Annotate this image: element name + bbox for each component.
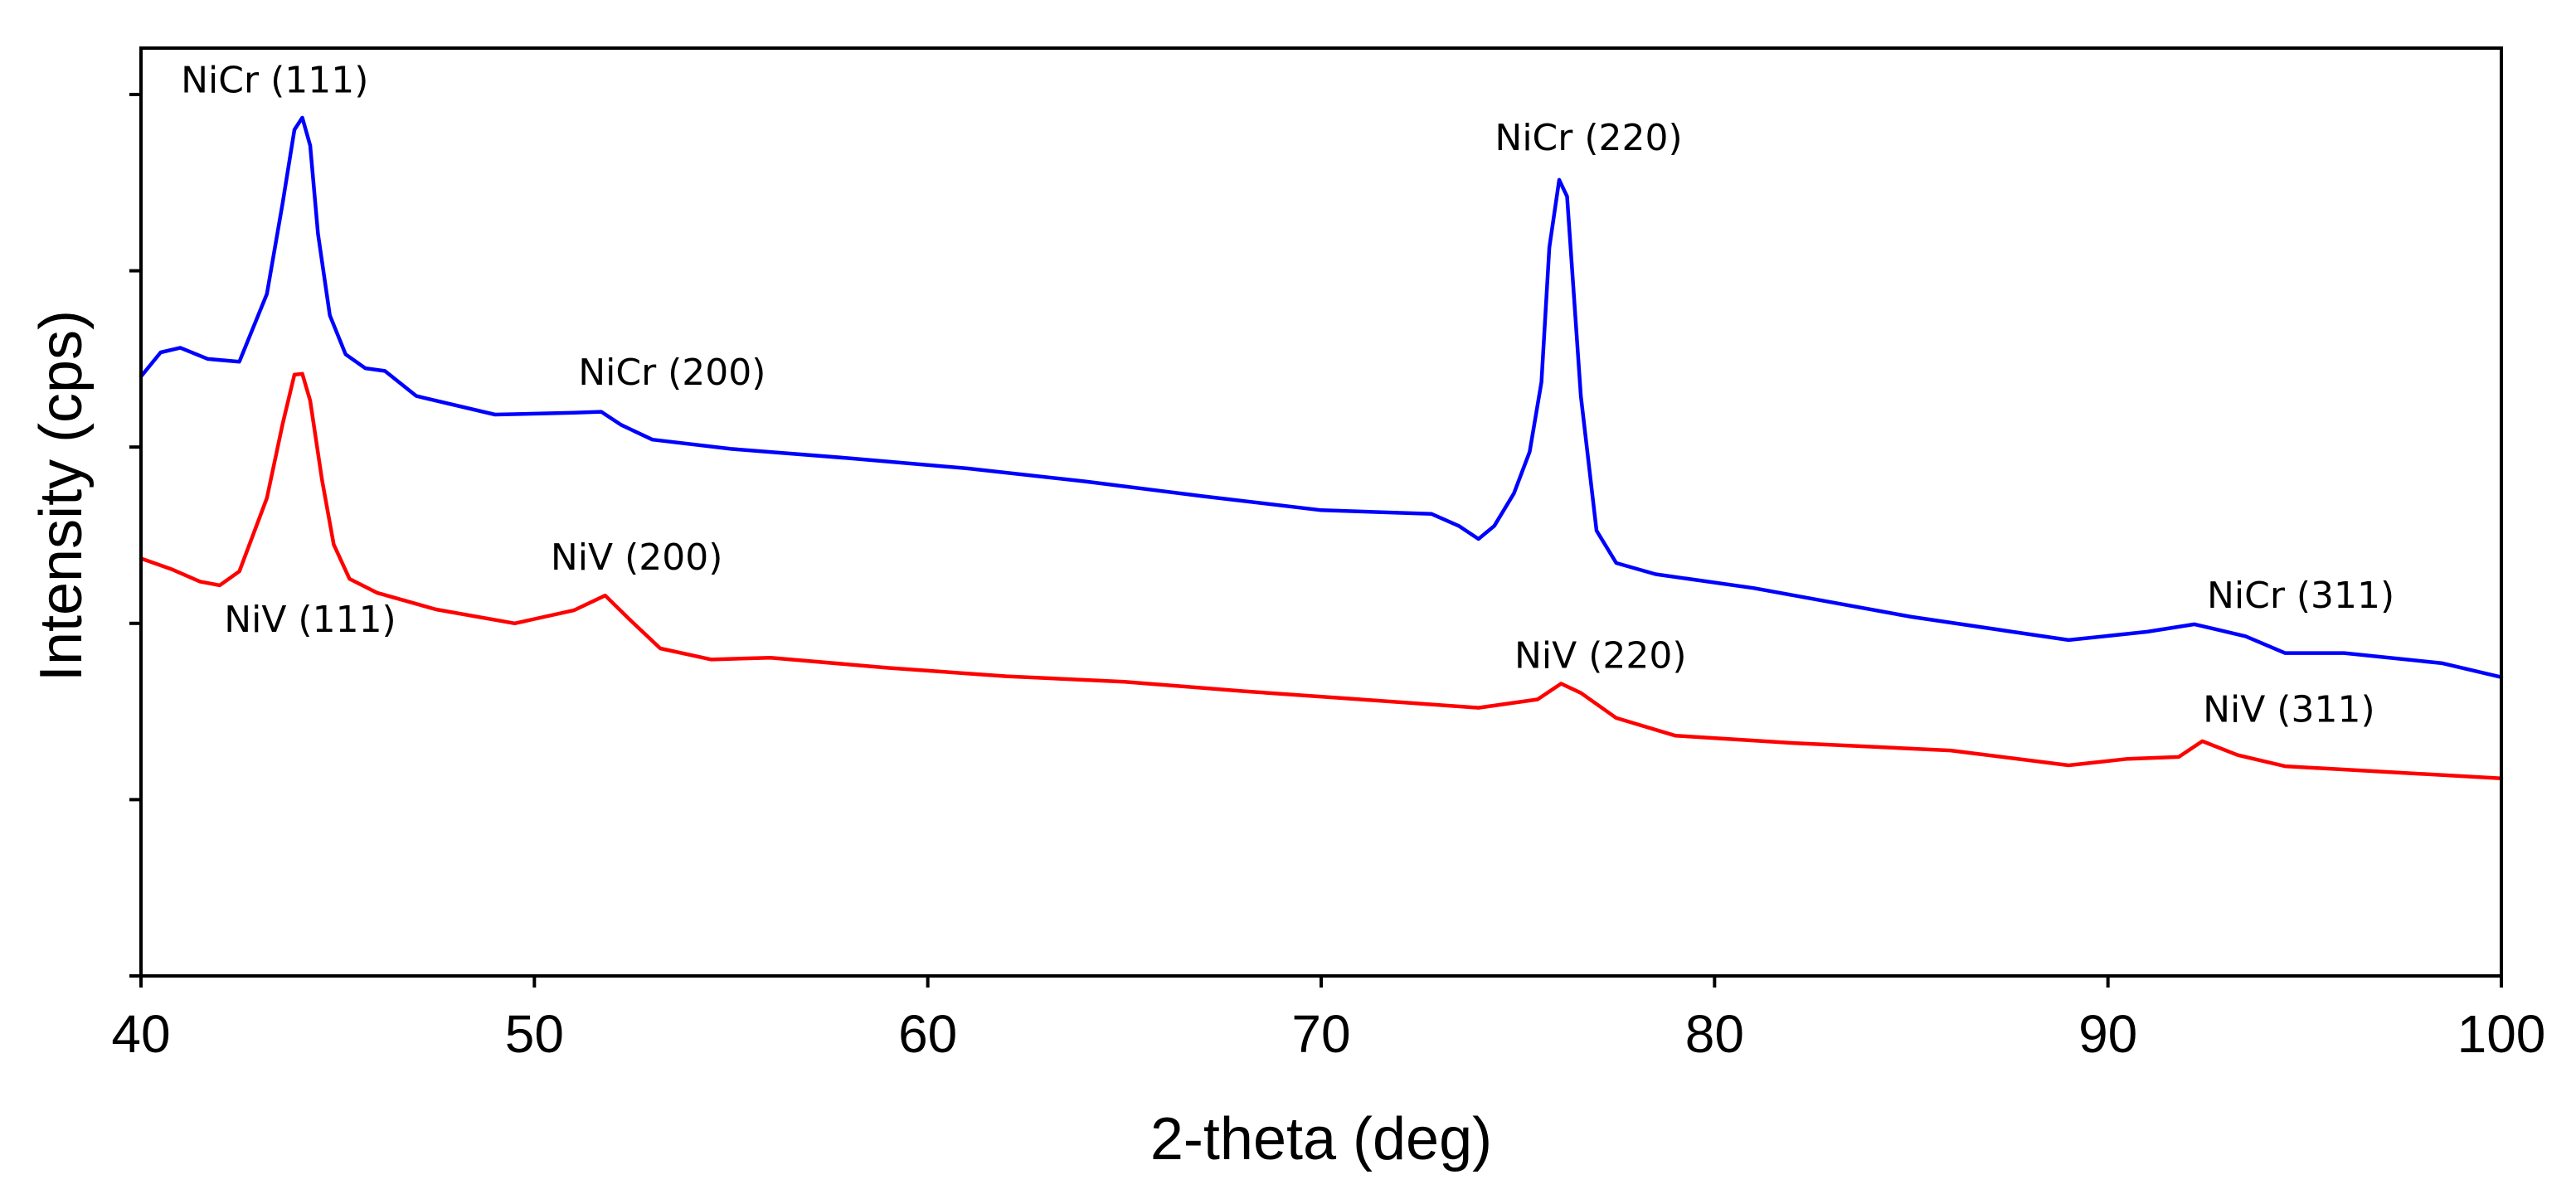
- peak-label-nicr-220: NiCr (220): [1495, 117, 1682, 159]
- peak-label-nicr-200: NiCr (200): [578, 352, 766, 394]
- x-tick-label-40: 40: [111, 1004, 170, 1064]
- x-tick-label-60: 60: [898, 1004, 957, 1064]
- y-tick-layer: [129, 92, 141, 978]
- x-axis-title: 2-theta (deg): [1150, 1106, 1492, 1172]
- peak-label-niv-200: NiV (200): [551, 536, 723, 579]
- x-tick-layer: 40 50 60 70 80 90 100: [111, 976, 2545, 1064]
- x-tick-label-50: 50: [505, 1004, 564, 1064]
- x-tick-label-90: 90: [2078, 1004, 2137, 1064]
- x-tick-label-100: 100: [2457, 1004, 2546, 1064]
- peak-label-niv-311: NiV (311): [2203, 688, 2375, 730]
- series-line-niv: [139, 371, 2504, 780]
- y-axis-title: Intensity (cps): [28, 310, 95, 682]
- peak-label-niv-220: NiV (220): [1514, 634, 1687, 677]
- annotation-layer: NiCr (111) NiCr (200) NiCr (220) NiCr (311)…: [181, 60, 2394, 731]
- x-tick-label-70: 70: [1291, 1004, 1350, 1064]
- series-layer: [139, 115, 2504, 780]
- peak-label-nicr-311: NiCr (311): [2207, 575, 2394, 617]
- peak-label-niv-111: NiV (111): [224, 599, 396, 641]
- series-line-nicr: [139, 115, 2504, 679]
- peak-label-nicr-111: NiCr (111): [181, 60, 368, 102]
- x-tick-label-80: 80: [1685, 1004, 1744, 1064]
